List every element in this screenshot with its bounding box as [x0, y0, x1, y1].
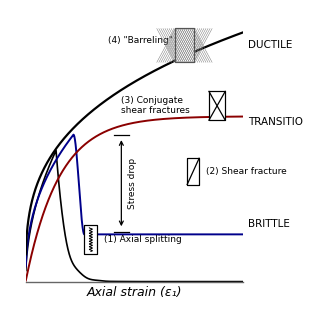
- Text: (2) Shear fracture: (2) Shear fracture: [206, 167, 286, 176]
- Bar: [175, 28, 194, 62]
- Text: (3) Conjugate
shear fractures: (3) Conjugate shear fractures: [121, 96, 190, 116]
- Text: DUCTILE: DUCTILE: [248, 40, 292, 51]
- Bar: [187, 158, 199, 185]
- Text: BRITTLE: BRITTLE: [248, 219, 290, 229]
- Text: TRANSITIO: TRANSITIO: [248, 116, 303, 126]
- Bar: [209, 92, 225, 120]
- Bar: [175, 28, 194, 62]
- Bar: [84, 225, 97, 254]
- Bar: [187, 158, 199, 185]
- Bar: [84, 225, 97, 254]
- Text: (4) "Barreling": (4) "Barreling": [108, 36, 173, 45]
- Bar: [209, 92, 225, 120]
- Text: Stress drop: Stress drop: [128, 158, 137, 209]
- X-axis label: Axial strain (ε₁): Axial strain (ε₁): [87, 286, 182, 299]
- Text: (1) Axial splitting: (1) Axial splitting: [104, 235, 182, 244]
